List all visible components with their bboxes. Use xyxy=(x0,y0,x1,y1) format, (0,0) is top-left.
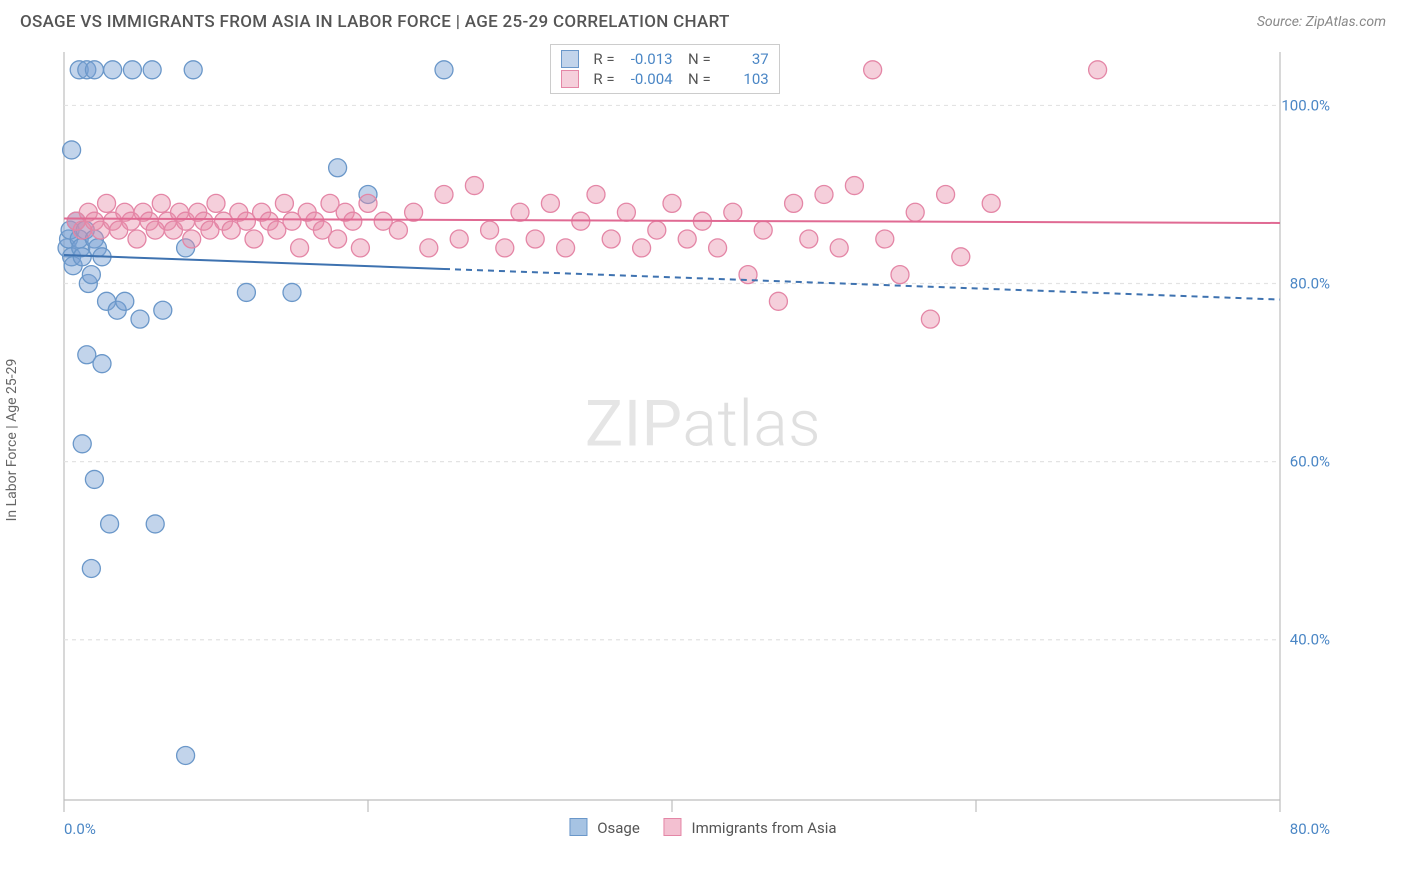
legend-stat-row: R = -0.013 N = 37 xyxy=(561,49,768,69)
svg-text:80.0%: 80.0% xyxy=(1290,275,1330,293)
scatter-chart: 40.0% 60.0% 80.0% 100.0% 0.0% 80.0% xyxy=(20,40,1386,840)
swatch-icon xyxy=(561,50,579,68)
legend-label-osage: Osage xyxy=(597,819,640,837)
chart-container: In Labor Force | Age 25-29 40.0%60.0%80.… xyxy=(20,40,1386,840)
chart-title: OSAGE VS IMMIGRANTS FROM ASIA IN LABOR F… xyxy=(20,12,730,32)
r-label: R = xyxy=(593,50,614,68)
r-label: R = xyxy=(593,70,614,88)
svg-text:40.0%: 40.0% xyxy=(1290,631,1330,649)
correlation-legend: R = -0.013 N = 37R = -0.004 N = 103 xyxy=(550,44,779,94)
n-value: 103 xyxy=(719,70,769,88)
n-value: 37 xyxy=(719,50,769,68)
swatch-osage xyxy=(569,818,587,836)
source-attribution: Source: ZipAtlas.com xyxy=(1257,14,1386,30)
y-axis-label: In Labor Force | Age 25-29 xyxy=(4,359,20,522)
svg-text:80.0%: 80.0% xyxy=(1290,820,1330,838)
swatch-icon xyxy=(561,70,579,88)
swatch-asia xyxy=(664,818,682,836)
legend-stat-row: R = -0.004 N = 103 xyxy=(561,69,768,89)
r-value: -0.013 xyxy=(623,50,673,68)
svg-text:0.0%: 0.0% xyxy=(64,820,96,838)
legend-item-osage: Osage xyxy=(569,818,639,837)
header: OSAGE VS IMMIGRANTS FROM ASIA IN LABOR F… xyxy=(0,0,1406,40)
legend-item-asia: Immigrants from Asia xyxy=(664,818,837,837)
n-label: N = xyxy=(681,50,711,68)
svg-text:100.0%: 100.0% xyxy=(1281,96,1330,114)
svg-text:60.0%: 60.0% xyxy=(1290,453,1330,471)
r-value: -0.004 xyxy=(623,70,673,88)
n-label: N = xyxy=(681,70,711,88)
series-legend: Osage Immigrants from Asia xyxy=(569,818,836,837)
legend-label-asia: Immigrants from Asia xyxy=(692,819,837,837)
